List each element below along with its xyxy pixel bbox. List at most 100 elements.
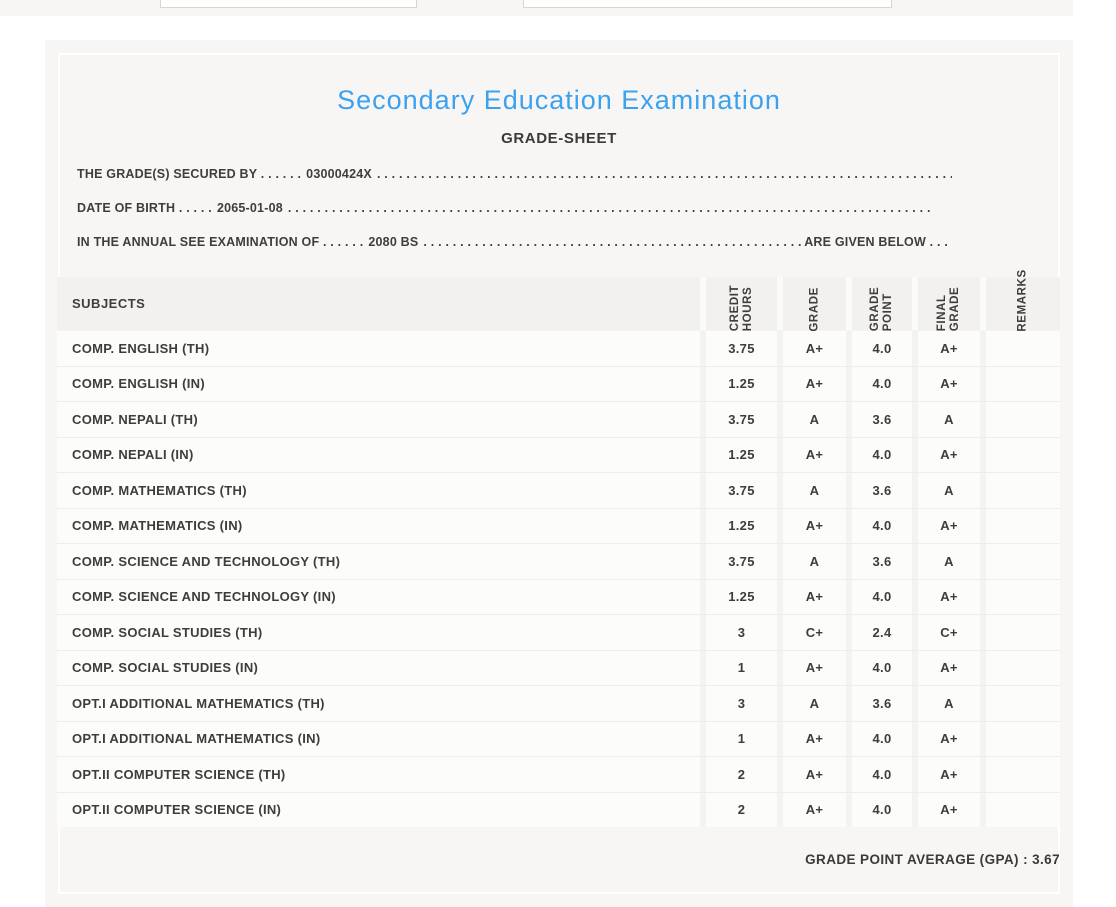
subject-cell: COMP. SOCIAL STUDIES (IN)	[72, 660, 259, 676]
remarks-cell	[980, 757, 1060, 792]
top-right-input[interactable]	[523, 0, 892, 8]
header-subjects: SUBJECTS	[72, 296, 146, 311]
remarks-cell	[980, 366, 1060, 401]
grade-point-cell: 4.0	[846, 721, 912, 756]
subject-cell: COMP. NEPALI (IN)	[72, 447, 194, 463]
dotted-leader: . . . . . . . . . . . . . . . . . . . . …	[287, 201, 931, 215]
dotted-leader: . . . . . . . . . . . . . . . . . . . . …	[376, 167, 952, 181]
header-grade-point: GRADE POINT	[846, 277, 912, 332]
statement-prefix: DATE OF BIRTH . . . . .	[77, 201, 212, 215]
header-remarks: REMARKS	[980, 269, 1060, 332]
grade-cell: A+	[777, 757, 846, 792]
grade-point-cell: 4.0	[846, 508, 912, 543]
subject-cell: COMP. MATHEMATICS (TH)	[72, 482, 247, 498]
grade-cell: A	[777, 544, 846, 579]
final-grade-cell: A	[912, 544, 980, 579]
statement-prefix: THE GRADE(S) SECURED BY . . . . . .	[77, 167, 302, 181]
gpa-summary: GRADE POINT AVERAGE (GPA) : 3.67	[805, 852, 1060, 867]
header-grade: GRADE	[777, 277, 846, 332]
statement-grades-secured-by: THE GRADE(S) SECURED BY . . . . . . 0300…	[77, 167, 952, 181]
subject-cell: COMP. ENGLISH (TH)	[72, 340, 210, 356]
subject-cell: COMP. NEPALI (TH)	[72, 411, 198, 427]
remarks-cell	[980, 686, 1060, 721]
subject-cell: OPT.II COMPUTER SCIENCE (IN)	[72, 802, 282, 818]
subject-cell: COMP. ENGLISH (IN)	[72, 376, 206, 392]
grade-point-cell: 3.6	[846, 686, 912, 721]
credit-hours-cell: 1.25	[700, 579, 777, 614]
table-row: COMP. MATHEMATICS (TH) 3.75 A 3.6 A	[57, 472, 1060, 508]
final-grade-cell: A+	[912, 437, 980, 472]
grade-point-cell: 3.6	[846, 544, 912, 579]
table-row: COMP. NEPALI (IN) 1.25 A+ 4.0 A+	[57, 436, 1060, 472]
subject-cell: COMP. MATHEMATICS (IN)	[72, 518, 243, 534]
dob-value: 2065-01-08	[216, 201, 283, 215]
grade-point-cell: 4.0	[846, 757, 912, 792]
header-final-grade: FINAL GRADE	[912, 277, 980, 332]
credit-hours-cell: 3	[700, 615, 777, 650]
table-row: OPT.I ADDITIONAL MATHEMATICS (TH) 3 A 3.6 A	[57, 685, 1060, 721]
table-row: COMP. NEPALI (TH) 3.75 A 3.6 A	[57, 401, 1060, 437]
credit-hours-cell: 3	[700, 686, 777, 721]
grade-cell: A+	[777, 579, 846, 614]
credit-hours-cell: 1.25	[700, 508, 777, 543]
grade-cell: A+	[777, 437, 846, 472]
remarks-cell	[980, 615, 1060, 650]
subject-cell: OPT.I ADDITIONAL MATHEMATICS (TH)	[72, 695, 325, 711]
grade-sheet-card: Secondary Education Examination GRADE-SH…	[45, 40, 1073, 907]
grade-cell: A+	[777, 650, 846, 685]
remarks-cell	[980, 544, 1060, 579]
subject-cell: COMP. SCIENCE AND TECHNOLOGY (TH)	[72, 553, 341, 569]
grade-cell: A+	[777, 792, 846, 827]
grade-point-cell: 4.0	[846, 579, 912, 614]
credit-hours-cell: 2	[700, 792, 777, 827]
credit-hours-cell: 3.75	[700, 402, 777, 437]
table-row: COMP. MATHEMATICS (IN) 1.25 A+ 4.0 A+	[57, 507, 1060, 543]
grade-cell: A+	[777, 331, 846, 366]
table-row: OPT.II COMPUTER SCIENCE (IN) 2 A+ 4.0 A+	[57, 791, 1060, 827]
final-grade-cell: A	[912, 473, 980, 508]
grade-point-cell: 4.0	[846, 331, 912, 366]
credit-hours-cell: 3.75	[700, 473, 777, 508]
remarks-cell	[980, 437, 1060, 472]
final-grade-cell: A+	[912, 650, 980, 685]
statement-date-of-birth: DATE OF BIRTH . . . . . 2065-01-08 . . .…	[77, 201, 932, 215]
credit-hours-cell: 3.75	[700, 331, 777, 366]
credit-hours-cell: 3.75	[700, 544, 777, 579]
grade-point-cell: 2.4	[846, 615, 912, 650]
table-body: COMP. ENGLISH (TH) 3.75 A+ 4.0 A+ COMP. ENGLI…	[57, 330, 1060, 827]
final-grade-cell: A+	[912, 331, 980, 366]
remarks-cell	[980, 331, 1060, 366]
exam-year-value: 2080 BS	[368, 235, 419, 249]
subject-cell: COMP. SOCIAL STUDIES (TH)	[72, 624, 263, 640]
subject-cell: OPT.II COMPUTER SCIENCE (TH)	[72, 766, 286, 782]
credit-hours-cell: 1	[700, 650, 777, 685]
top-left-input[interactable]	[160, 0, 417, 8]
grade-point-cell: 3.6	[846, 402, 912, 437]
table-row: COMP. SOCIAL STUDIES (TH) 3 C+ 2.4 C+	[57, 614, 1060, 650]
table-row: COMP. SOCIAL STUDIES (IN) 1 A+ 4.0 A+	[57, 649, 1060, 685]
grade-point-cell: 4.0	[846, 650, 912, 685]
table-row: COMP. SCIENCE AND TECHNOLOGY (IN) 1.25 A+ 4…	[57, 578, 1060, 614]
table-row: OPT.II COMPUTER SCIENCE (TH) 2 A+ 4.0 A+	[57, 756, 1060, 792]
grade-point-cell: 4.0	[846, 792, 912, 827]
remarks-cell	[980, 402, 1060, 437]
table-row: OPT.I ADDITIONAL MATHEMATICS (IN) 1 A+ 4.0 A…	[57, 720, 1060, 756]
dotted-leader: . . . . . . . . . . . . . . . . . . . . …	[423, 235, 801, 249]
remarks-cell	[980, 721, 1060, 756]
credit-hours-cell: 2	[700, 757, 777, 792]
grade-cell: A+	[777, 508, 846, 543]
grade-point-cell: 4.0	[846, 366, 912, 401]
remarks-cell	[980, 508, 1060, 543]
final-grade-cell: A+	[912, 508, 980, 543]
statement-suffix: ARE GIVEN BELOW . . .	[800, 235, 948, 249]
page-title: Secondary Education Examination	[337, 85, 781, 115]
grade-point-cell: 3.6	[846, 473, 912, 508]
table-row: COMP. SCIENCE AND TECHNOLOGY (TH) 3.75 A 3.…	[57, 543, 1060, 579]
final-grade-cell: C+	[912, 615, 980, 650]
grades-table: SUBJECTS CREDIT HOURS GRADE GRADE POINT …	[57, 269, 1060, 827]
remarks-cell	[980, 579, 1060, 614]
final-grade-cell: A+	[912, 721, 980, 756]
remarks-cell	[980, 473, 1060, 508]
remarks-cell	[980, 650, 1060, 685]
credit-hours-cell: 1.25	[700, 366, 777, 401]
